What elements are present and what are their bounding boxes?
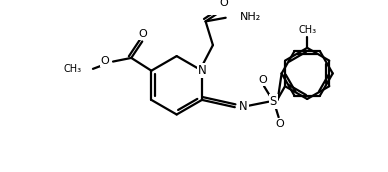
Text: O: O bbox=[220, 0, 228, 8]
Text: O: O bbox=[100, 56, 109, 66]
Text: CH₃: CH₃ bbox=[64, 64, 82, 74]
Text: O: O bbox=[139, 29, 147, 39]
Text: N: N bbox=[239, 100, 248, 113]
Text: N: N bbox=[197, 64, 206, 77]
Text: O: O bbox=[259, 75, 267, 85]
Text: O: O bbox=[275, 119, 284, 129]
Text: S: S bbox=[270, 95, 277, 108]
Text: CH₃: CH₃ bbox=[298, 25, 316, 35]
Text: NH₂: NH₂ bbox=[240, 12, 262, 22]
